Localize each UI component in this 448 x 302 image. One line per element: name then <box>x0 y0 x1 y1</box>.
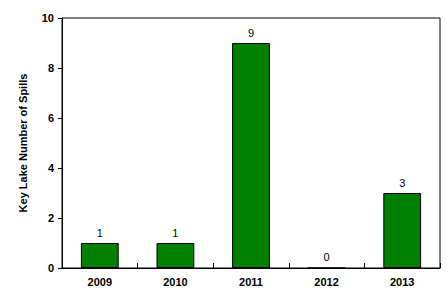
svg-text:1: 1 <box>172 227 178 239</box>
svg-text:6: 6 <box>48 112 54 124</box>
svg-text:0: 0 <box>48 262 54 274</box>
svg-text:8: 8 <box>48 62 54 74</box>
svg-text:2013: 2013 <box>390 276 414 288</box>
svg-text:3: 3 <box>399 177 405 189</box>
svg-text:2: 2 <box>48 212 54 224</box>
svg-text:4: 4 <box>48 162 55 174</box>
svg-text:0: 0 <box>324 251 330 263</box>
svg-text:9: 9 <box>248 27 254 39</box>
svg-text:10: 10 <box>42 12 54 24</box>
svg-text:2009: 2009 <box>88 276 112 288</box>
svg-text:1: 1 <box>97 227 103 239</box>
svg-text:2012: 2012 <box>314 276 338 288</box>
svg-text:2011: 2011 <box>239 276 263 288</box>
svg-text:Key Lake Number of Spills: Key Lake Number of Spills <box>17 74 29 213</box>
svg-text:2010: 2010 <box>163 276 187 288</box>
